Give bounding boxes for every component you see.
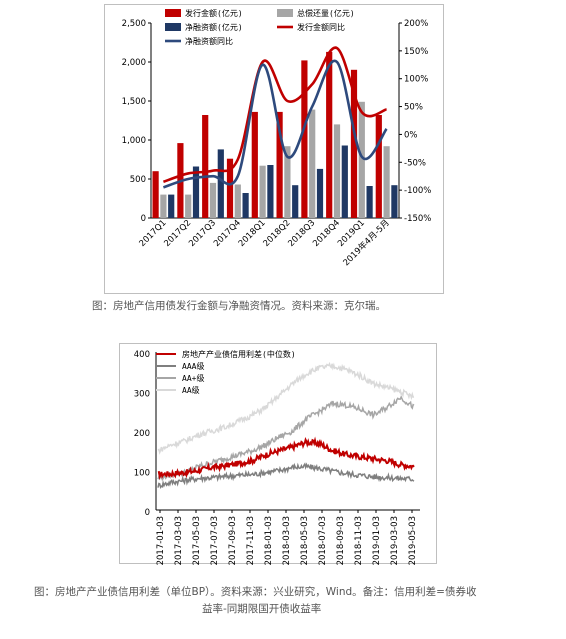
y-tick-label: 200 xyxy=(134,429,150,439)
bar xyxy=(209,182,217,218)
y-tick-label: 0 xyxy=(145,508,150,518)
x-tick-label: 2017-07-03 xyxy=(210,516,220,565)
bar xyxy=(217,149,224,218)
series-line xyxy=(162,59,388,189)
bar xyxy=(301,60,308,219)
y-right-tick-label: -100% xyxy=(404,186,431,196)
legend-swatch xyxy=(165,9,181,17)
bar xyxy=(292,185,299,218)
series-line xyxy=(157,361,415,455)
bar xyxy=(242,193,249,218)
issuance-chart: 0 500 1,000 1,500 2,000 2,500 -150% -100% -50% 0%… xyxy=(104,4,444,294)
legend-label: 发行金额同比 xyxy=(297,22,345,32)
bar xyxy=(358,101,365,218)
bar xyxy=(284,146,291,218)
figure1-caption: 图：房地产信用债发行金额与净融资情况。资料来源：克尔瑞。 xyxy=(92,298,532,315)
bar xyxy=(341,145,348,218)
figure2-caption-line2: 益率-同期限国开债收益率 xyxy=(202,603,322,615)
bar xyxy=(375,115,382,218)
legend-label: 房地产产业债信用利差(中位数) xyxy=(182,349,296,359)
y-right-tick-label: 0% xyxy=(404,130,418,140)
x-tick-label: 2017-03-03 xyxy=(174,516,184,565)
bar xyxy=(259,165,266,218)
bar xyxy=(316,168,324,218)
bar xyxy=(350,69,358,218)
x-tick-label: 2018-07-03 xyxy=(318,516,328,565)
legend-label: 净融资额同比 xyxy=(185,36,233,46)
legend-label: 发行金额(亿元) xyxy=(185,8,243,18)
y-left-tick-label: 1,500 xyxy=(122,97,146,107)
legend-label: 总偿还量(亿元) xyxy=(297,8,355,18)
x-tick-label: 2019-03-03 xyxy=(390,516,400,565)
legend-swatch xyxy=(165,23,181,31)
bar xyxy=(326,51,333,219)
legend-label: AAA级 xyxy=(182,361,204,371)
bar xyxy=(267,165,274,218)
y-left-tick-label: 500 xyxy=(130,175,146,185)
x-tick-label: 2017-11-03 xyxy=(246,516,256,565)
bar xyxy=(160,194,167,218)
spread-chart: 0 100 200 300 400 2017-01-03 2017-03-03 2017-05… xyxy=(119,343,437,565)
legend-label: AA+级 xyxy=(182,373,204,383)
bar xyxy=(383,146,390,218)
bar xyxy=(168,194,175,218)
bar xyxy=(152,171,159,218)
bar xyxy=(309,109,316,218)
x-tick-label: 2017-01-03 xyxy=(156,516,166,565)
y-tick-label: 300 xyxy=(134,390,150,400)
x-tick-label: 2019-05-03 xyxy=(408,516,418,565)
x-tick-label: 2018-09-03 xyxy=(336,516,346,565)
bar xyxy=(234,184,241,218)
y-right-tick-label: 50% xyxy=(404,103,423,113)
bar xyxy=(185,194,192,218)
y-right-tick-label: 150% xyxy=(404,47,428,57)
y-left-tick-label: 0 xyxy=(141,214,146,224)
y-right-tick-label: 200% xyxy=(404,19,428,29)
bar xyxy=(333,124,341,218)
x-tick-label: 2017-05-03 xyxy=(192,516,202,565)
x-tick-label: 2018-05-03 xyxy=(300,516,310,565)
x-tick-label: 2018-11-03 xyxy=(354,516,364,565)
figure1-caption-text: 图：房地产信用债发行金额与净融资情况。资料来源：克尔瑞。 xyxy=(92,300,386,312)
y-right-tick-label: -150% xyxy=(404,214,431,224)
bar xyxy=(391,185,398,218)
bar xyxy=(366,186,373,218)
y-left-tick-label: 2,500 xyxy=(122,19,146,29)
y-tick-label: 400 xyxy=(134,350,150,360)
spread-chart-svg: 0 100 200 300 400 2017-01-03 2017-03-03 2017-05… xyxy=(134,349,420,565)
series-line xyxy=(157,462,415,490)
bar xyxy=(226,158,234,218)
legend-swatch xyxy=(277,9,293,17)
legend-label: 净融资额(亿元) xyxy=(185,22,243,32)
y-tick-label: 100 xyxy=(134,469,150,479)
legend-label: AA级 xyxy=(182,385,200,395)
series-line xyxy=(157,395,415,482)
bar xyxy=(192,166,200,218)
series-line xyxy=(157,436,415,480)
y-right-tick-label: -50% xyxy=(404,158,426,168)
bar xyxy=(251,111,258,218)
y-right-tick-label: 100% xyxy=(404,75,428,85)
x-tick-label: 2018-03-03 xyxy=(282,516,292,565)
x-tick-label: 2019-01-03 xyxy=(372,516,382,565)
x-tick-label: 2017-09-03 xyxy=(228,516,238,565)
bar xyxy=(276,111,283,218)
y-left-tick-label: 2,000 xyxy=(122,58,146,68)
y-left-tick-label: 1,000 xyxy=(122,136,146,146)
x-tick-label: 2018-01-03 xyxy=(264,516,274,565)
bar xyxy=(202,115,209,218)
figure2-caption: 图：房地产产业债信用利差（单位BP）。资料来源：兴业研究，Wind。备注：信用利… xyxy=(34,584,554,618)
series-line xyxy=(162,46,388,184)
figure2-caption-line1: 图：房地产产业债信用利差（单位BP）。资料来源：兴业研究，Wind。备注：信用利… xyxy=(34,586,477,598)
issuance-chart-svg: 0 500 1,000 1,500 2,000 2,500 -150% -100% -50% 0%… xyxy=(122,8,432,268)
